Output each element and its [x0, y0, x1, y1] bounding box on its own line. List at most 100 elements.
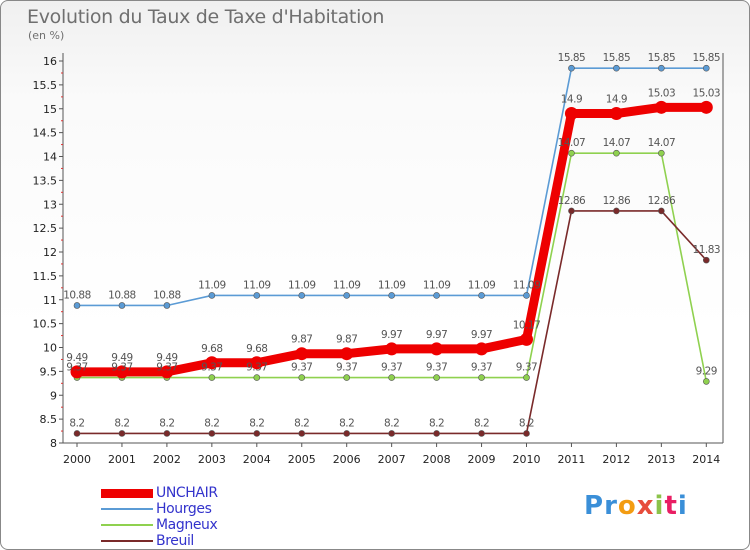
- x-tick-label: 2002: [153, 453, 181, 466]
- y-tick-label: 11: [43, 294, 57, 307]
- data-label-unchair: 9.97: [426, 329, 447, 341]
- y-tick-label: 14.5: [33, 127, 58, 140]
- data-label-magneux: 9.37: [471, 362, 492, 374]
- data-point-breuil: [613, 207, 620, 215]
- data-point-breuil: [702, 256, 710, 264]
- data-label-unchair: 9.97: [381, 329, 402, 341]
- data-point-magneux: [343, 374, 351, 381]
- y-tick-label: 15: [43, 103, 57, 116]
- data-point-magneux: [702, 378, 710, 385]
- data-label-breuil: 8.2: [339, 417, 354, 429]
- data-point-magneux: [613, 149, 620, 157]
- chart-axes: 8 8.5 9 9.5 10 10.5 11 11.5 12 12.5 13 13.5 14 14.5 15…: [33, 53, 724, 466]
- data-label-hourges: 11.09: [378, 279, 406, 291]
- data-label-hourges: 11.09: [288, 279, 316, 291]
- data-point-magneux: [208, 374, 216, 381]
- data-label-magneux: 9.37: [156, 362, 177, 374]
- data-label-unchair: 9.68: [246, 343, 267, 355]
- data-label-hourges: 10.88: [63, 289, 91, 301]
- legend-swatch-breuil: [101, 540, 153, 542]
- y-tick-label: 8.5: [40, 413, 58, 426]
- x-tick-label: 2006: [333, 453, 361, 466]
- data-label-breuil: 8.2: [519, 417, 534, 429]
- data-label-magneux: 9.29: [696, 365, 717, 377]
- data-point-unchair: [564, 107, 578, 121]
- data-label-hourges: 11.09: [468, 279, 496, 291]
- data-label-unchair: 9.49: [111, 352, 132, 364]
- y-tick-label: 9.5: [40, 365, 58, 378]
- data-label-unchair: 9.68: [201, 343, 222, 355]
- x-tick-label: 2011: [557, 453, 585, 466]
- data-label-unchair: 10.17: [513, 319, 541, 331]
- data-label-magneux: 9.37: [426, 362, 447, 374]
- data-point-hourges: [658, 64, 665, 72]
- data-point-unchair: [295, 347, 309, 361]
- data-point-hourges: [298, 292, 306, 299]
- data-label-hourges: 11.09: [513, 279, 541, 291]
- data-point-hourges: [208, 292, 216, 299]
- data-point-unchair: [520, 332, 533, 346]
- data-point-hourges: [613, 64, 620, 72]
- data-point-hourges: [388, 292, 395, 299]
- x-tick-label: 2010: [513, 453, 541, 466]
- data-point-magneux: [523, 374, 530, 381]
- x-tick-label: 2007: [378, 453, 406, 466]
- series-line-breuil: [76, 210, 708, 435]
- data-point-breuil: [298, 430, 306, 437]
- data-point-hourges: [478, 292, 485, 299]
- x-tick-label: 2008: [423, 453, 451, 466]
- y-tick-label: 14: [43, 151, 57, 164]
- data-label-magneux: 9.37: [336, 362, 357, 374]
- data-label-unchair: 15.03: [648, 87, 676, 99]
- x-tick-label: 2001: [108, 453, 136, 466]
- data-point-hourges: [163, 302, 171, 309]
- data-point-breuil: [253, 430, 261, 437]
- data-label-hourges: 11.09: [198, 279, 226, 291]
- y-tick-label: 13: [43, 198, 57, 211]
- data-point-magneux: [433, 374, 440, 381]
- logo-letter: P: [584, 491, 605, 521]
- y-tick-label: 10.5: [33, 318, 58, 331]
- data-point-hourges: [73, 302, 81, 309]
- legend-label-unchair: UNCHAIR: [156, 485, 218, 501]
- y-tick-label: 10: [43, 342, 57, 355]
- data-point-breuil: [478, 430, 485, 437]
- y-tick-label: 8: [50, 437, 57, 450]
- data-label-breuil: 8.2: [474, 417, 489, 429]
- data-labels-layer: 10.88 10.88 10.88 11.09 11.09 11.09 11.09 11.09…: [63, 52, 720, 429]
- data-label-breuil: 8.2: [69, 417, 84, 429]
- data-point-breuil: [343, 430, 351, 437]
- y-tick-label: 12: [43, 246, 57, 259]
- data-point-breuil: [388, 430, 395, 437]
- logo-letter: i: [654, 491, 665, 521]
- proxiti-logo: Proxiti: [584, 491, 688, 521]
- data-label-breuil: 8.2: [159, 417, 174, 429]
- x-tick-label: 2000: [63, 453, 91, 466]
- data-label-breuil: 8.2: [249, 417, 264, 429]
- data-point-unchair: [250, 356, 264, 370]
- data-label-unchair: 14.9: [561, 94, 582, 106]
- data-label-magneux: 9.37: [66, 362, 87, 374]
- data-label-hourges: 15.85: [603, 52, 631, 64]
- data-point-breuil: [73, 430, 81, 437]
- data-label-unchair: 9.87: [336, 334, 357, 346]
- data-point-magneux: [298, 374, 306, 381]
- data-label-unchair: 9.49: [66, 352, 87, 364]
- x-tick-label: 2003: [198, 453, 226, 466]
- data-point-breuil: [208, 430, 216, 437]
- data-label-magneux: 9.37: [201, 362, 222, 374]
- logo-letter: x: [636, 491, 655, 521]
- data-label-magneux: 14.07: [648, 137, 676, 149]
- chart-title: Evolution du Taux de Taxe d'Habitation: [27, 6, 385, 28]
- data-label-hourges: 11.09: [333, 279, 361, 291]
- data-point-unchair: [654, 100, 668, 114]
- data-point-breuil: [433, 430, 440, 437]
- x-tick-label: 2013: [647, 453, 675, 466]
- y-tick-label: 12.5: [33, 222, 58, 235]
- y-tick-label: 15.5: [33, 79, 58, 92]
- data-point-hourges: [523, 292, 530, 299]
- legend-swatch-hourges: [101, 508, 153, 510]
- data-label-magneux: 9.37: [291, 362, 312, 374]
